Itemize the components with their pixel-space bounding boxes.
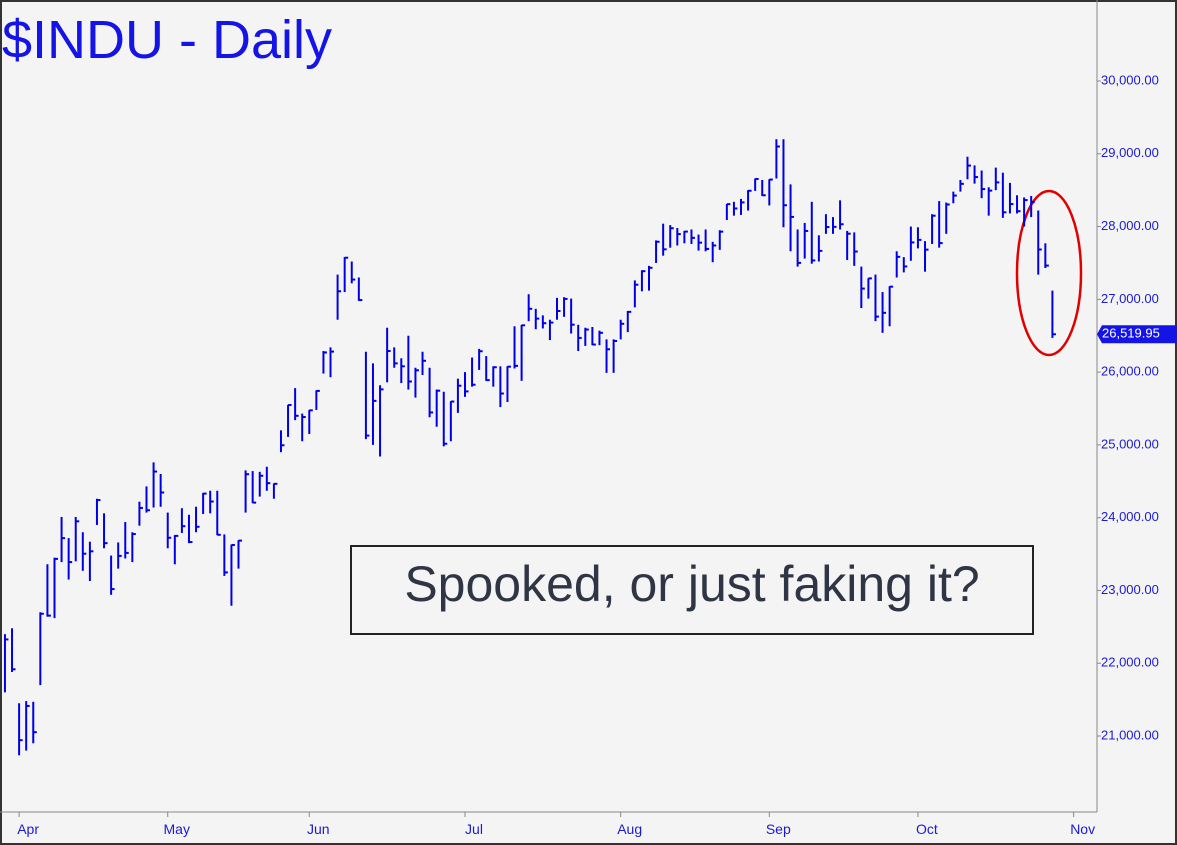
x-tick-label: Aug	[617, 821, 642, 837]
x-tick-label: Nov	[1070, 821, 1095, 837]
x-tick-label: Oct	[916, 821, 938, 837]
y-tick-label: 22,000.00	[1101, 655, 1159, 670]
y-tick-label: 29,000.00	[1101, 145, 1159, 160]
x-tick-label: Apr	[17, 821, 39, 837]
x-tick-label: Jun	[307, 821, 330, 837]
y-tick-label: 23,000.00	[1101, 582, 1159, 597]
y-tick-label: 25,000.00	[1101, 436, 1159, 451]
x-tick-label: Sep	[766, 821, 791, 837]
x-tick-label: Jul	[465, 821, 483, 837]
y-tick-label: 30,000.00	[1101, 72, 1159, 87]
y-tick-label: 27,000.00	[1101, 291, 1159, 306]
y-tick-label: 24,000.00	[1101, 509, 1159, 524]
annotation: Spooked, or just faking it?	[404, 556, 979, 612]
y-tick-label: 26,000.00	[1101, 364, 1159, 379]
last-price-marker	[1097, 325, 1177, 344]
last-price-label: 26,519.95	[1102, 326, 1160, 341]
chart-title: $INDU - Daily	[2, 10, 332, 70]
x-tick-label: May	[164, 821, 190, 837]
y-tick-label: 28,000.00	[1101, 218, 1159, 233]
annotation-box	[350, 545, 1034, 635]
y-tick-label: 21,000.00	[1101, 727, 1159, 742]
highlight-ellipse	[1015, 189, 1083, 357]
